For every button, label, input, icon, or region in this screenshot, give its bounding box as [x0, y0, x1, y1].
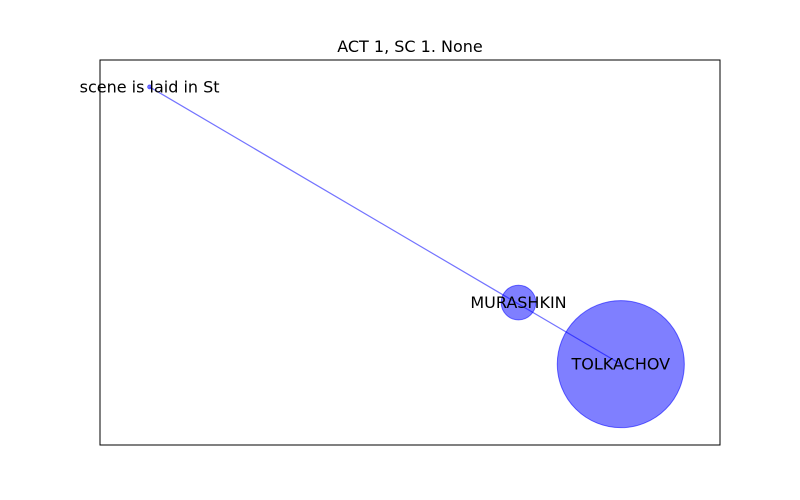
plot-area-frame	[99, 59, 721, 446]
edges-layer	[149, 86, 622, 365]
labels-layer: scene is laid in St MURASHKIN TOLKACHOV	[80, 77, 671, 373]
edge-scene-tolkachov	[149, 86, 622, 365]
node-label-tolkachov: TOLKACHOV	[570, 355, 670, 374]
node-tolkachov	[556, 300, 685, 429]
node-label-murashkin: MURASHKIN	[470, 293, 566, 312]
node-scene	[147, 84, 153, 90]
node-murashkin	[500, 284, 537, 321]
nodes-layer	[147, 84, 685, 429]
chart-title: ACT 1, SC 1. None	[337, 37, 483, 56]
node-label-scene: scene is laid in St	[80, 77, 220, 96]
